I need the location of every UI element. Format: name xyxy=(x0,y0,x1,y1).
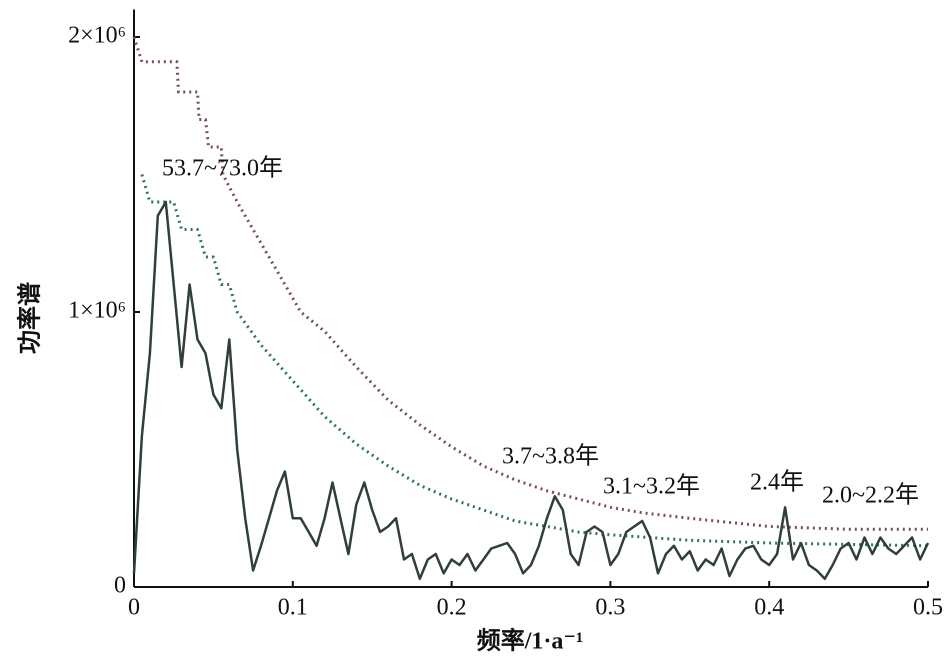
y-tick-label: 1×10⁶ xyxy=(68,298,126,324)
x-tick-label: 0.4 xyxy=(754,595,784,621)
x-tick-label: 0.5 xyxy=(913,595,943,621)
x-tick-label: 0.1 xyxy=(278,595,308,621)
x-tick-label: 0 xyxy=(128,595,140,621)
series-line xyxy=(132,36,928,531)
annotation: 3.7~3.8年 xyxy=(502,443,599,470)
y-tick-label: 2×10⁶ xyxy=(68,23,126,49)
annotation: 2.4年 xyxy=(750,469,804,496)
x-axis-label: 频率/1·a⁻¹ xyxy=(477,627,584,655)
x-tick-label: 0.3 xyxy=(595,595,625,621)
series-line xyxy=(140,174,929,548)
annotation: 53.7~73.0年 xyxy=(162,155,283,182)
annotation: 3.1~3.2年 xyxy=(603,473,700,500)
annotation: 2.0~2.2年 xyxy=(822,482,919,509)
series-line xyxy=(132,200,930,581)
y-tick-label: 0 xyxy=(114,573,126,599)
y-axis-label: 功率谱 xyxy=(16,282,44,354)
x-tick-label: 0.2 xyxy=(437,595,467,621)
